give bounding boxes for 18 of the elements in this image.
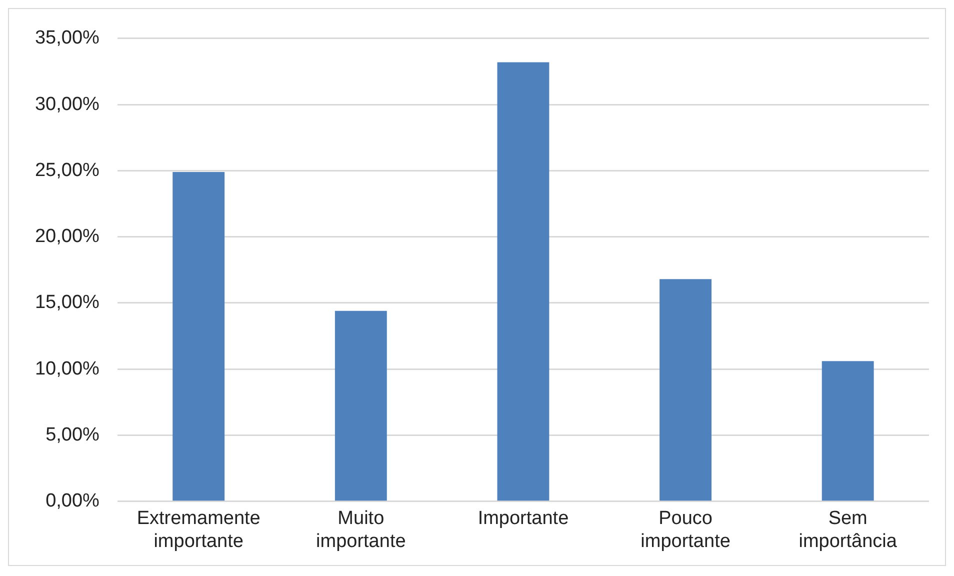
bar (497, 62, 550, 501)
y-tick-label: 30,00% (34, 94, 100, 115)
x-tick-label: Extremamente importante (136, 508, 260, 552)
x-tick-label: Sem importância (798, 508, 898, 552)
y-tick-label: 0,00% (46, 490, 100, 512)
x-tick-label: Pouco importante (640, 508, 730, 552)
bar (660, 279, 712, 501)
bar (334, 310, 387, 501)
bar (822, 361, 874, 501)
y-tick-label: 20,00% (34, 226, 100, 248)
x-tick-label: Importante (478, 508, 569, 530)
x-tick-label: Muito importante (316, 508, 406, 552)
y-tick-label: 10,00% (34, 358, 100, 380)
y-tick-label: 25,00% (34, 160, 100, 181)
y-tick-label: 15,00% (34, 292, 100, 314)
y-tick-label: 35,00% (34, 28, 100, 49)
y-tick-label: 5,00% (46, 424, 100, 446)
bar (172, 172, 225, 501)
